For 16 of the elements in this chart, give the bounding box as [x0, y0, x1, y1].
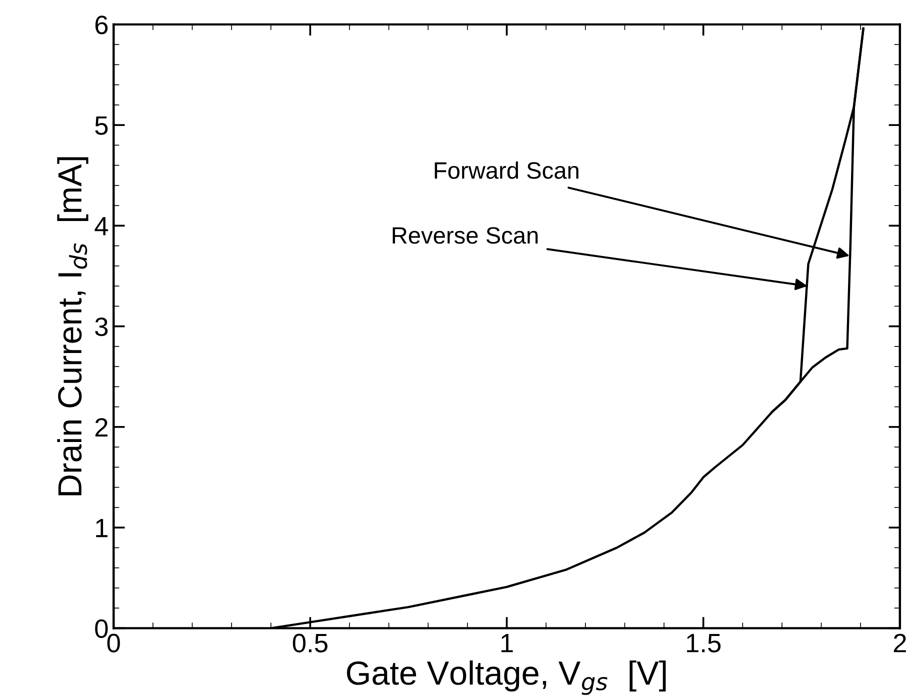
annotation: Reverse Scan [392, 227, 538, 244]
y-tick-label: 2 [95, 418, 108, 437]
x-tick-label: 0 [107, 634, 120, 652]
annotation: Forward Scan [434, 162, 578, 179]
y-tick-label: 0 [95, 619, 108, 638]
y-tick-label: 1 [96, 518, 108, 538]
x-tick-label: 0.5 [292, 634, 328, 652]
x-tick-label: 1 [501, 634, 513, 652]
y-tick-label: 6 [95, 16, 108, 34]
y-tick-label: 3 [95, 317, 108, 336]
y-tick-label: 5 [95, 116, 108, 135]
y-axis-title: Drain Current, I$_{ds}$ [mA] [57, 157, 88, 496]
x-tick-label: 1.5 [687, 634, 721, 652]
x-tick-label: 2 [894, 634, 906, 652]
x-axis-title: Gate Voltage, V$_{gs}$ [V] [346, 660, 666, 695]
y-tick-label: 4 [94, 217, 108, 236]
